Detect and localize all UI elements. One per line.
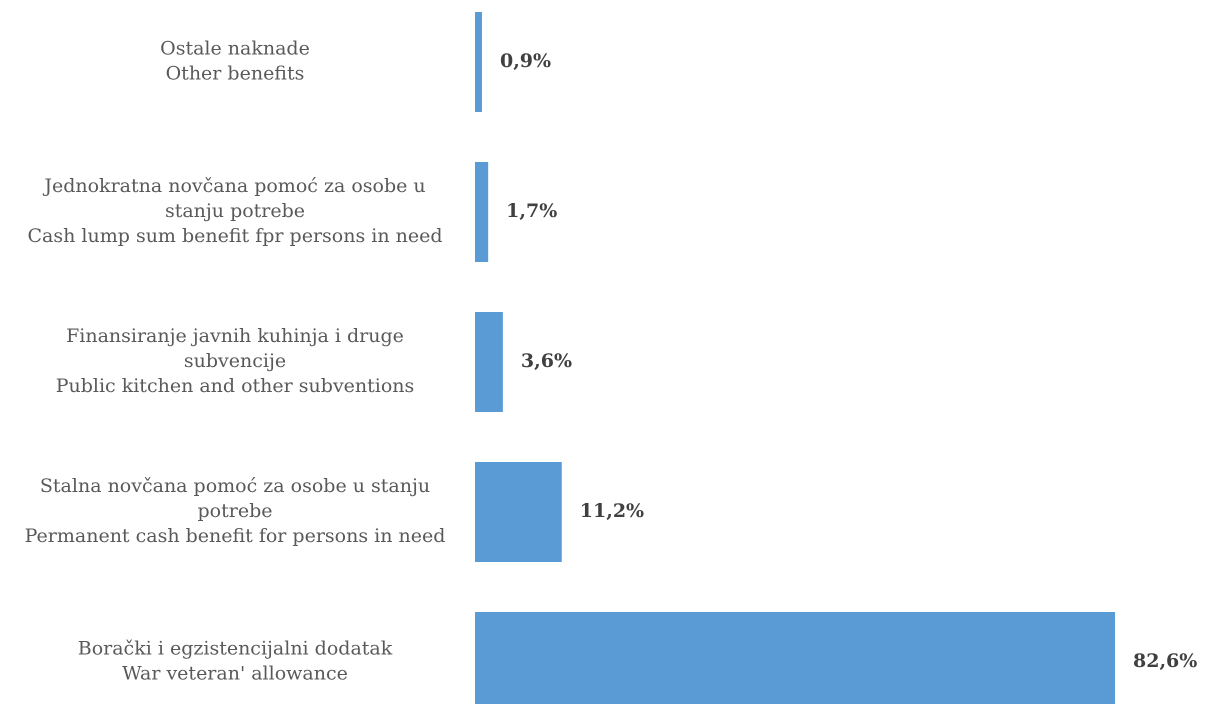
category-label-line: Stalna novčana pomoć za osobe u stanju — [40, 475, 430, 497]
category-label-line: War veteran' allowance — [122, 663, 348, 685]
category-label-1: Jednokratna novčana pomoć za osobe u stan… — [28, 175, 443, 247]
value-label-4: 82,6% — [1133, 650, 1197, 672]
category-label-line: stanju potrebe — [165, 200, 305, 222]
category-label-2: Finansiranje javnih kuhinja i druge subve… — [56, 325, 415, 397]
value-label-0: 0,9% — [500, 50, 551, 72]
category-label-line: Other benefits — [166, 63, 305, 85]
category-label-0: Ostale naknade Other benefits — [160, 38, 310, 85]
value-label-1: 1,7% — [506, 200, 557, 222]
category-label-line: Jednokratna novčana pomoć za osobe u — [42, 175, 425, 197]
category-labels-group: Ostale naknade Other benefits Jednokratna … — [25, 38, 446, 685]
category-label-4: Borački i egzistencijalni dodatak War vet… — [78, 638, 393, 685]
bar-3 — [475, 462, 562, 562]
bar-0 — [475, 12, 482, 112]
bars-group — [475, 12, 1115, 704]
value-label-3: 11,2% — [580, 500, 644, 522]
bar-1 — [475, 162, 489, 262]
category-label-line: Borački i egzistencijalni dodatak — [78, 638, 393, 660]
category-label-3: Stalna novčana pomoć za osobe u stanju po… — [25, 475, 446, 547]
category-label-line: Permanent cash benefit for persons in ne… — [25, 525, 446, 547]
bar-4 — [475, 612, 1115, 704]
value-labels-group: 0,9% 1,7% 3,6% 11,2% 82,6% — [500, 50, 1197, 672]
category-label-line: Public kitchen and other subventions — [56, 375, 415, 397]
category-label-line: Cash lump sum benefit fpr persons in nee… — [28, 225, 443, 247]
category-label-line: Ostale naknade — [160, 38, 310, 60]
value-label-2: 3,6% — [521, 350, 572, 372]
bar-2 — [475, 312, 503, 412]
category-label-line: subvencije — [184, 350, 286, 372]
category-label-line: Finansiranje javnih kuhinja i druge — [66, 325, 404, 347]
category-label-line: potrebe — [198, 500, 273, 522]
